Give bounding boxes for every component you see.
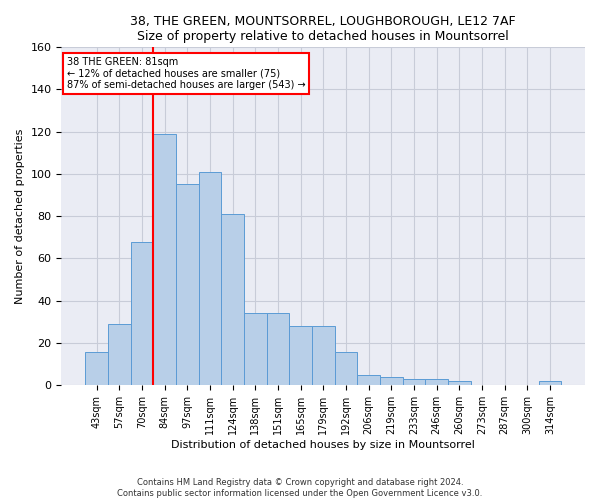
Bar — [244, 314, 266, 386]
Bar — [539, 381, 561, 386]
Bar — [380, 377, 403, 386]
Bar — [176, 184, 199, 386]
Text: Contains HM Land Registry data © Crown copyright and database right 2024.
Contai: Contains HM Land Registry data © Crown c… — [118, 478, 482, 498]
Bar — [131, 242, 153, 386]
Bar — [108, 324, 131, 386]
Bar — [335, 352, 357, 386]
Bar — [425, 379, 448, 386]
Title: 38, THE GREEN, MOUNTSORREL, LOUGHBOROUGH, LE12 7AF
Size of property relative to : 38, THE GREEN, MOUNTSORREL, LOUGHBOROUGH… — [130, 15, 516, 43]
Bar — [448, 381, 470, 386]
Bar — [221, 214, 244, 386]
Bar — [266, 314, 289, 386]
Y-axis label: Number of detached properties: Number of detached properties — [15, 128, 25, 304]
Bar — [153, 134, 176, 386]
Text: 38 THE GREEN: 81sqm
← 12% of detached houses are smaller (75)
87% of semi-detach: 38 THE GREEN: 81sqm ← 12% of detached ho… — [67, 57, 305, 90]
X-axis label: Distribution of detached houses by size in Mountsorrel: Distribution of detached houses by size … — [171, 440, 475, 450]
Bar — [289, 326, 312, 386]
Bar — [199, 172, 221, 386]
Bar — [403, 379, 425, 386]
Bar — [357, 375, 380, 386]
Bar — [312, 326, 335, 386]
Bar — [85, 352, 108, 386]
